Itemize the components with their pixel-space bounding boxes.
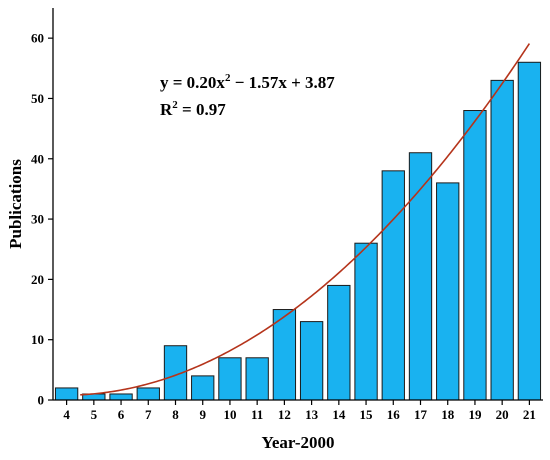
bar-14 — [327, 284, 351, 401]
x-tick-label: 5 — [91, 407, 98, 422]
x-axis-title: Year-2000 — [261, 433, 334, 452]
x-tick-label: 15 — [360, 407, 374, 422]
y-tick-label: 0 — [38, 393, 45, 408]
bar-9 — [191, 375, 215, 401]
fit-equation-part1: y = 0.20x — [160, 73, 225, 92]
fit-r-squared: R2 = 0.97 — [160, 99, 226, 119]
x-ticks-group: 4 5 6 7 8 9 10 11 12 13 14 15 16 17 18 19 20 21 — [63, 400, 536, 422]
bar-15 — [354, 242, 378, 401]
x-tick-label: 18 — [441, 407, 455, 422]
x-tick-label: 9 — [199, 407, 206, 422]
bar-13 — [299, 321, 324, 401]
bar-16 — [381, 170, 405, 401]
bar-18 — [436, 182, 460, 401]
y-tick-label: 10 — [31, 332, 44, 347]
r2-part2: = 0.97 — [178, 100, 226, 119]
fit-equation: y = 0.20x2 − 1.57x + 3.87 — [160, 72, 335, 92]
fit-equation-exponent: 2 — [225, 72, 231, 84]
x-tick-label: 8 — [172, 407, 179, 422]
x-tick-label: 7 — [145, 407, 152, 422]
x-tick-label: 6 — [118, 407, 125, 422]
x-tick-label: 12 — [278, 407, 291, 422]
axes-group: 0 10 20 30 40 50 60 4 5 6 7 8 9 10 11 12 13 14 15 16 17 18 19… — [31, 8, 543, 422]
y-tick-label: 30 — [31, 212, 44, 227]
bars-group — [54, 61, 542, 401]
y-tick-label: 60 — [31, 31, 44, 46]
x-tick-label: 11 — [251, 407, 263, 422]
fit-equation-part2: − 1.57x + 3.87 — [230, 73, 335, 92]
x-tick-label: 14 — [332, 407, 346, 422]
bar-7 — [136, 387, 160, 401]
bar-6 — [109, 393, 133, 401]
x-tick-label: 16 — [387, 407, 401, 422]
bar-19 — [463, 110, 487, 401]
bar-4 — [54, 387, 79, 401]
x-tick-label: 13 — [305, 407, 319, 422]
x-tick-label: 20 — [496, 407, 509, 422]
bar-20 — [490, 79, 514, 401]
y-ticks-group: 0 10 20 30 40 50 60 — [31, 31, 53, 408]
quadratic-fit-line — [80, 43, 531, 396]
y-tick-label: 20 — [31, 272, 44, 287]
bar-21 — [517, 61, 542, 401]
x-tick-label: 17 — [414, 407, 428, 422]
x-tick-label: 10 — [223, 407, 236, 422]
y-tick-label: 50 — [31, 91, 44, 106]
x-tick-label: 21 — [523, 407, 536, 422]
bar-12 — [272, 309, 297, 401]
r2-part1: R — [160, 100, 173, 119]
x-tick-label: 4 — [63, 407, 70, 422]
y-axis-title: Publications — [6, 159, 25, 249]
bar-11 — [245, 357, 269, 401]
bar-10 — [218, 357, 242, 401]
x-tick-label: 19 — [468, 407, 482, 422]
r2-exponent: 2 — [172, 99, 178, 111]
y-tick-label: 40 — [31, 151, 44, 166]
